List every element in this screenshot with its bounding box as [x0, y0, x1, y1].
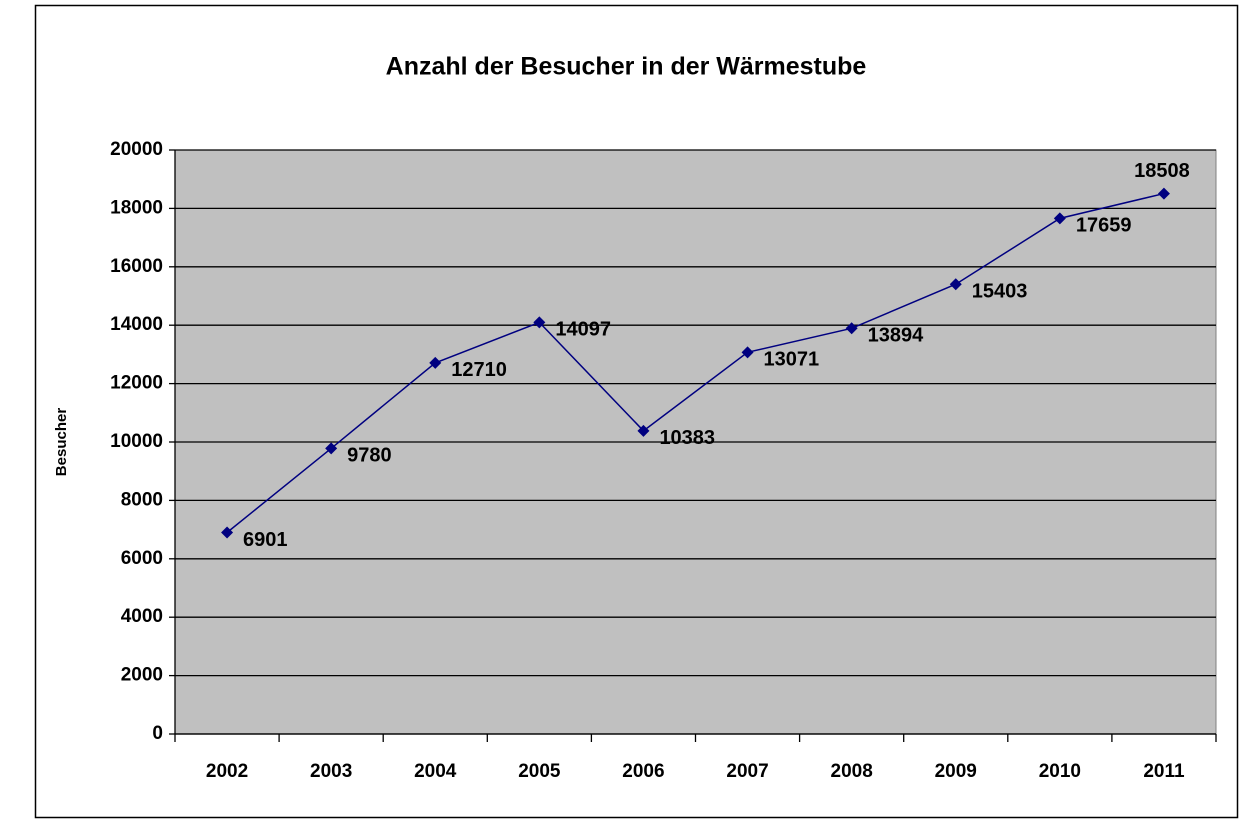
y-tick-label: 12000: [110, 373, 163, 394]
data-label: 10383: [659, 427, 715, 449]
data-label: 17659: [1076, 215, 1132, 237]
x-tick-label: 2011: [1143, 761, 1185, 782]
marker: [325, 442, 338, 455]
data-label: 18508: [1134, 160, 1190, 182]
x-tick-label: 2010: [1039, 761, 1081, 782]
data-label: 9780: [347, 445, 392, 467]
marker: [221, 526, 234, 539]
x-tick-label: 2003: [310, 761, 352, 782]
marker: [741, 346, 754, 359]
x-tick-label: 2002: [206, 761, 248, 782]
y-tick-label: 10000: [110, 431, 163, 452]
y-tick-label: 6000: [121, 548, 163, 569]
data-label: 13894: [868, 325, 924, 347]
marker: [637, 424, 650, 437]
data-label: 14097: [555, 319, 611, 341]
x-tick-label: 2007: [726, 761, 768, 782]
data-label: 13071: [764, 349, 820, 371]
y-tick-label: 2000: [121, 665, 163, 686]
y-tick-label: 20000: [110, 139, 163, 160]
marker: [429, 356, 442, 369]
x-tick-label: 2009: [935, 761, 977, 782]
y-tick-label: 16000: [110, 256, 163, 277]
y-axis-label: Besucher: [53, 408, 70, 477]
y-tick-label: 8000: [121, 489, 163, 510]
data-label: 12710: [451, 359, 507, 381]
x-tick-label: 2004: [414, 761, 457, 782]
x-tick-label: 2005: [518, 761, 561, 782]
data-label: 6901: [243, 529, 287, 551]
marker: [949, 278, 962, 291]
marker: [1053, 212, 1066, 225]
x-tick-label: 2006: [622, 761, 664, 782]
y-tick-label: 14000: [110, 314, 163, 335]
marker: [845, 322, 858, 335]
y-tick-label: 4000: [121, 606, 163, 627]
y-tick-label: 0: [152, 723, 163, 744]
data-label: 15403: [972, 281, 1028, 303]
series-line: [226, 192, 1165, 534]
x-tick-label: 2008: [831, 761, 873, 782]
marker: [1157, 187, 1170, 200]
y-tick-label: 18000: [110, 197, 163, 218]
marker: [533, 316, 546, 329]
chart-title: Anzahl der Besucher in der Wärmestube: [386, 53, 867, 81]
